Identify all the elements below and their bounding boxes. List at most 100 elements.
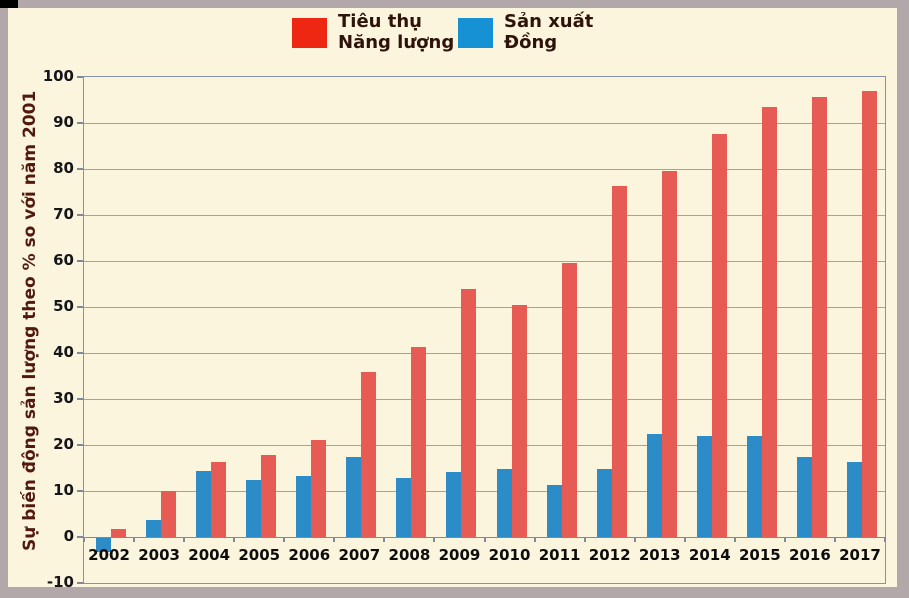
x-axis-tick (133, 537, 136, 542)
x-axis-tick (733, 537, 736, 542)
y-tick-label: 100 (42, 67, 74, 85)
gridline (84, 122, 885, 124)
x-tick-label: 2008 (388, 546, 431, 564)
legend-label-energy-line2: Năng lượng (338, 32, 455, 53)
legend-item-energy: Tiêu thụ Năng lượng (292, 11, 454, 53)
x-axis-tick (433, 537, 436, 542)
x-tick-label: 2014 (688, 546, 731, 564)
gridline (84, 444, 885, 446)
x-tick-label: 2006 (288, 546, 331, 564)
gridline (84, 398, 885, 400)
legend-label-energy: Tiêu thụ Năng lượng (338, 11, 454, 53)
x-axis-tick (884, 537, 886, 542)
x-axis-tick (583, 537, 586, 542)
legend-item-copper: Sản xuất Đồng (458, 11, 593, 53)
bar-copper-2006 (296, 475, 312, 537)
gridline (84, 214, 885, 216)
bar-copper-2015 (746, 436, 762, 537)
legend-swatch-copper (458, 18, 493, 48)
x-tick-label: 2017 (839, 546, 881, 564)
bar-energy-2016 (811, 97, 827, 537)
x-axis-tick (783, 537, 786, 542)
bar-energy-2003 (161, 491, 177, 537)
x-axis-tick (283, 537, 286, 542)
legend-label-energy-line1: Tiêu thụ (338, 11, 422, 32)
gridline (84, 490, 885, 492)
y-tick-label: -10 (46, 573, 74, 591)
bar-energy-2006 (311, 440, 327, 537)
bar-copper-2010 (496, 469, 512, 537)
y-tick-label: 50 (53, 297, 74, 315)
y-tick-label: 30 (53, 389, 74, 407)
gridline (84, 260, 885, 262)
x-axis-tick (483, 537, 486, 542)
y-axis-tick (77, 398, 83, 400)
y-axis-tick (77, 536, 83, 538)
x-axis-tick (633, 537, 636, 542)
legend-label-copper: Sản xuất Đồng (504, 11, 593, 53)
y-axis-tick (77, 444, 83, 446)
y-tick-label: 10 (53, 481, 74, 499)
y-axis-tick (77, 306, 83, 308)
x-tick-label: 2009 (438, 546, 481, 564)
y-axis-tick (77, 168, 83, 170)
gridline (84, 352, 885, 354)
legend-swatch-energy (292, 18, 327, 48)
x-axis-tick (183, 537, 186, 542)
plot-area: 2002 2003 2004 2005 2006 2007 2008 2009 2010 2011… (77, 76, 886, 584)
x-tick-label: 2007 (338, 546, 381, 564)
x-tick-label: 2013 (638, 546, 681, 564)
bar-copper-2012 (596, 468, 612, 537)
bar-energy-2007 (361, 372, 377, 537)
x-tick-label: 2002 (88, 546, 130, 564)
bar-copper-2011 (546, 485, 562, 537)
y-axis-tick (77, 260, 83, 262)
bar-energy-2017 (861, 90, 877, 537)
bar-copper-2004 (196, 471, 212, 537)
bar-copper-2013 (646, 434, 662, 537)
bar-copper-2005 (246, 479, 262, 537)
gridline (84, 306, 885, 308)
bar-energy-2012 (611, 185, 627, 537)
y-tick-label: 70 (53, 205, 74, 223)
x-axis-tick (533, 537, 536, 542)
x-tick-label: 2016 (789, 546, 831, 564)
y-axis-tick (77, 214, 83, 216)
x-tick-label: 2010 (488, 546, 531, 564)
x-tick-label: 2003 (138, 546, 180, 564)
bar-energy-2005 (261, 455, 277, 537)
bar-copper-2009 (446, 471, 462, 537)
x-axis-tick (233, 537, 236, 542)
x-axis-tick (333, 537, 336, 542)
x-tick-label: 2015 (738, 546, 781, 564)
bar-copper-2016 (796, 456, 812, 537)
bar-copper-2002 (96, 538, 112, 552)
y-axis-tick (77, 582, 83, 584)
bar-energy-2015 (761, 107, 777, 537)
y-tick-label: 80 (53, 159, 74, 177)
bar-energy-2008 (411, 347, 427, 537)
x-axis-tick (383, 537, 386, 542)
x-axis-tick (83, 537, 85, 542)
bar-copper-2003 (146, 519, 162, 537)
x-tick-label: 2004 (188, 546, 231, 564)
y-tick-label: 90 (53, 113, 74, 131)
y-tick-label: 20 (53, 435, 74, 453)
x-axis-tick (833, 537, 836, 542)
bar-energy-2011 (561, 262, 577, 537)
legend-label-copper-line1: Sản xuất (504, 11, 594, 32)
y-tick-label: 60 (53, 251, 74, 269)
y-axis-tick (77, 122, 83, 124)
x-tick-label: 2005 (238, 546, 281, 564)
gridline (84, 168, 885, 170)
y-axis-tick (77, 352, 83, 354)
y-tick-label: 0 (63, 527, 74, 545)
bar-energy-2009 (461, 288, 477, 537)
x-axis-tick (683, 537, 686, 542)
bar-copper-2014 (696, 435, 712, 537)
bar-energy-2004 (211, 461, 227, 537)
window-corner-artifact (0, 0, 18, 8)
x-tick-label: 2011 (538, 546, 581, 564)
bar-energy-2002 (111, 528, 127, 537)
